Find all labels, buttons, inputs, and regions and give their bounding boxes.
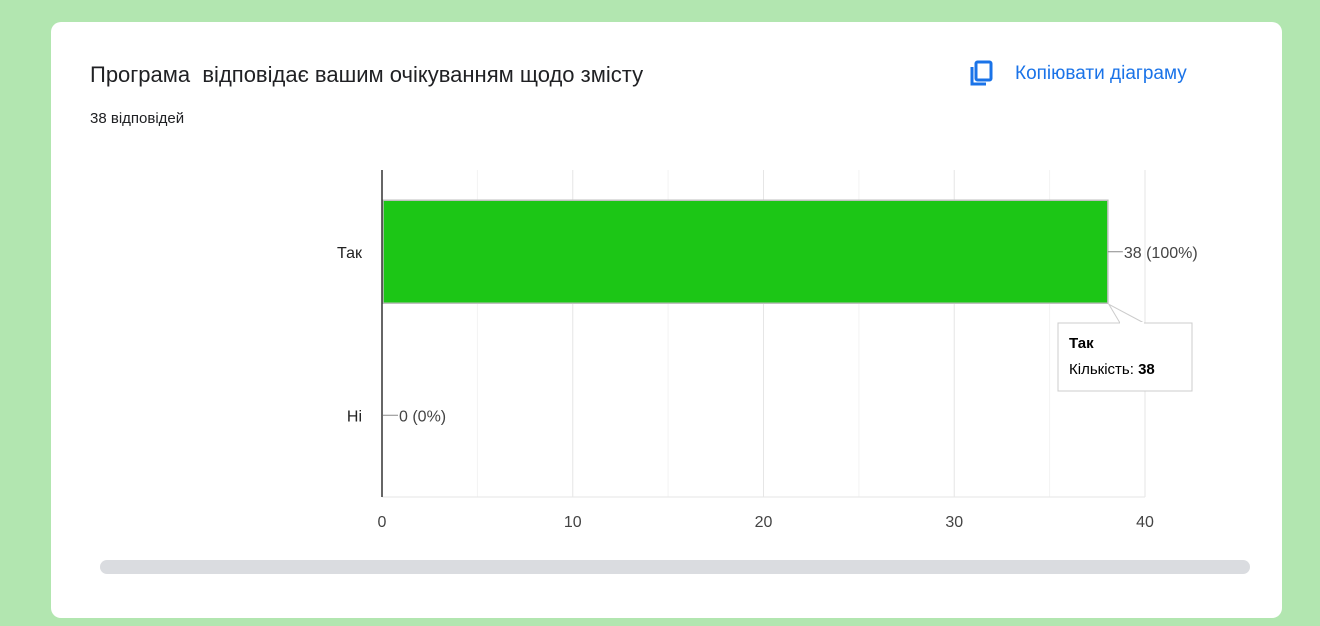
category-label: Так [337,245,363,262]
x-tick-label: 20 [755,514,773,531]
tooltip-value: 38 [1138,361,1155,378]
category-label: Ні [347,408,362,425]
x-tick-label: 10 [564,514,582,531]
question-title: Програма відповідає вашим очікуванням що… [90,62,644,87]
copy-chart-button[interactable]: Копіювати діаграму [969,56,1187,92]
copy-chart-label: Копіювати діаграму [1015,63,1187,84]
x-tick-label: 40 [1136,514,1154,531]
chart-card: Програма відповідає вашим очікуванням що… [51,22,1282,618]
data-label: 0 (0%) [399,408,446,425]
x-tick-label: 30 [945,514,963,531]
response-count: 38 відповідей [90,110,185,127]
bar [382,199,1109,304]
x-tick-label: 0 [378,514,387,531]
tooltip-box [1057,322,1193,392]
horizontal-scrollbar[interactable] [100,560,1250,574]
tooltip-label: Кількість: 38 [1069,361,1155,378]
copy-icon [969,60,995,88]
tooltip-category: Так [1069,335,1094,352]
tooltip-pointer [1107,302,1145,324]
data-label: 38 (100%) [1124,245,1198,262]
